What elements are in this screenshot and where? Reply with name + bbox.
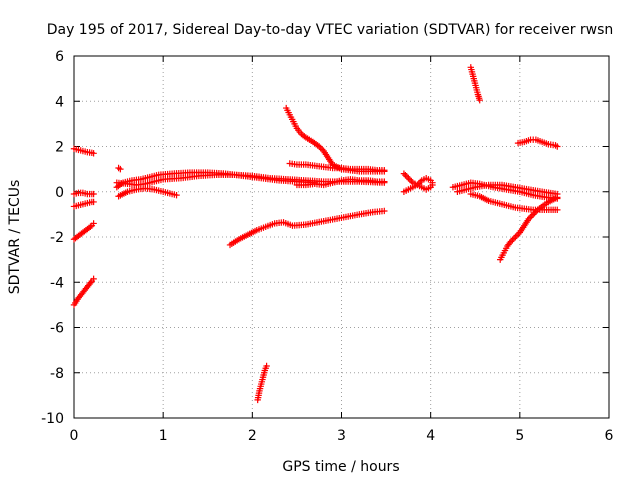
- data-point: [554, 143, 561, 150]
- data-point: [381, 207, 388, 215]
- data-series-segment: [70, 189, 97, 198]
- y-tick-label: -10: [41, 411, 64, 427]
- data-point: [90, 190, 97, 198]
- y-tick-label: -4: [50, 275, 64, 291]
- data-series-segment: [226, 207, 388, 249]
- data-series-segment: [454, 181, 561, 198]
- data-series-segment: [400, 170, 436, 189]
- x-tick-label: 6: [605, 428, 614, 444]
- data-point: [403, 173, 411, 180]
- data-point: [117, 165, 124, 173]
- data-point: [318, 146, 326, 153]
- data-point: [405, 174, 412, 182]
- data-series-segment: [70, 220, 97, 243]
- data-point: [417, 178, 424, 186]
- y-tick-label: -6: [50, 321, 64, 337]
- data-point: [554, 206, 561, 214]
- grid-lines: [74, 56, 609, 418]
- x-axis-label: GPS time / hours: [282, 459, 399, 475]
- data-point: [90, 198, 97, 206]
- data-point: [402, 171, 409, 179]
- data-point: [531, 209, 538, 217]
- data-point: [509, 236, 516, 244]
- data-point: [515, 230, 522, 238]
- data-series-segment: [514, 136, 561, 150]
- data-point: [525, 215, 532, 223]
- data-point: [532, 208, 540, 215]
- x-tick-label: 1: [159, 428, 168, 444]
- data-point: [316, 143, 323, 150]
- data-series-segment: [70, 275, 97, 309]
- data-point: [510, 235, 518, 242]
- y-axis-label: SDTVAR / TECUs: [7, 180, 23, 295]
- data-point: [507, 238, 515, 245]
- data-point: [87, 279, 94, 286]
- data-point: [527, 214, 534, 221]
- x-tick-label: 3: [337, 428, 346, 444]
- data-point: [317, 144, 324, 152]
- data-series-segment: [254, 362, 270, 404]
- data-series-segment: [70, 145, 97, 157]
- y-tick-label: 2: [55, 140, 64, 156]
- data-point: [554, 194, 561, 201]
- x-tick-label: 5: [515, 428, 524, 444]
- x-tick-label: 0: [70, 428, 79, 444]
- data-point: [408, 177, 415, 185]
- y-tick-label: -2: [50, 230, 64, 246]
- data-point: [528, 212, 535, 220]
- data-point: [512, 233, 519, 241]
- y-tick-label: 4: [55, 94, 64, 110]
- data-point: [400, 170, 408, 177]
- data-series-segment: [293, 176, 388, 189]
- y-tick-label: 0: [55, 185, 64, 201]
- x-tick-label: 2: [248, 428, 257, 444]
- data-point: [530, 211, 537, 218]
- data-series-segment: [70, 198, 97, 210]
- data-point: [90, 275, 97, 283]
- data-point: [406, 176, 414, 183]
- data-point: [90, 220, 97, 227]
- data-series-segment: [286, 160, 388, 174]
- data-point: [87, 223, 94, 231]
- data-point: [476, 96, 483, 104]
- data-series-segment: [467, 64, 483, 104]
- data-point: [173, 191, 180, 199]
- data-point: [263, 362, 270, 370]
- data-series-segment: [115, 185, 180, 200]
- data-point: [381, 167, 388, 174]
- data-series-segment: [115, 164, 124, 173]
- data-series-segment: [400, 181, 436, 195]
- x-tick-label: 4: [426, 428, 435, 444]
- y-tick-label: 6: [55, 49, 64, 65]
- axis-ticks: 0 1 2 3 4 5 6 -10 -8 -6 -4 -2 0 2 4 6: [41, 49, 613, 444]
- chart-title: Day 195 of 2017, Sidereal Day-to-day VTE…: [47, 22, 614, 38]
- data-point: [381, 178, 388, 185]
- data-point: [513, 232, 521, 239]
- data-series-segment: [497, 194, 561, 263]
- y-tick-label: -8: [50, 366, 64, 382]
- data-point: [301, 133, 308, 140]
- data-points: [70, 64, 561, 404]
- data-point: [429, 181, 436, 189]
- data-point: [90, 150, 97, 157]
